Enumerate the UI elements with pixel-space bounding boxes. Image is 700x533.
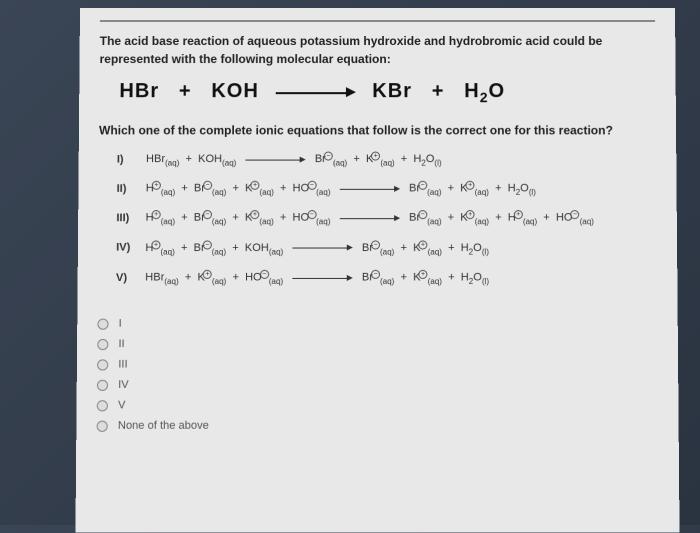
radio-icon [97, 420, 108, 431]
answer-choice-2[interactable]: II [97, 338, 658, 350]
question-intro: The acid base reaction of aqueous potass… [100, 32, 656, 68]
sub-question: Which one of the complete ionic equation… [99, 123, 656, 137]
content-border: The acid base reaction of aqueous potass… [97, 20, 659, 432]
answer-choices: I II III IV V None of the above [97, 318, 659, 432]
reactant-2: KOH [211, 80, 259, 102]
radio-icon [97, 318, 108, 329]
answer-choice-none[interactable]: None of the above [97, 420, 659, 432]
answer-choice-1[interactable]: I [97, 318, 657, 330]
option-4: IV) H+(aq) + Br−(aq) + KOH(aq) Br−(aq) +… [116, 240, 657, 257]
product-2: H2O [464, 80, 505, 102]
question-page: The acid base reaction of aqueous potass… [75, 8, 679, 533]
option-1: I) HBr(aq) + KOH(aq) Br−(aq) + K+(aq) + … [117, 152, 657, 169]
product-1: KBr [372, 80, 412, 102]
radio-icon [97, 379, 108, 390]
molecular-equation: HBr + KOH KBr + H2O [119, 80, 656, 105]
answer-choice-5[interactable]: V [97, 399, 659, 411]
radio-icon [97, 359, 108, 370]
option-2: II) H+(aq) + Br−(aq) + K+(aq) + HO−(aq) … [117, 181, 657, 198]
option-5: V) HBr(aq) + K+(aq) + HO−(aq) Br−(aq) + … [116, 270, 657, 287]
option-3: III) H+(aq) + Br−(aq) + K+(aq) + HO−(aq)… [116, 211, 656, 228]
answer-choice-3[interactable]: III [97, 358, 658, 370]
answer-choice-4[interactable]: IV [97, 379, 658, 391]
radio-icon [97, 400, 108, 411]
reactant-1: HBr [119, 80, 159, 102]
radio-icon [97, 339, 108, 350]
